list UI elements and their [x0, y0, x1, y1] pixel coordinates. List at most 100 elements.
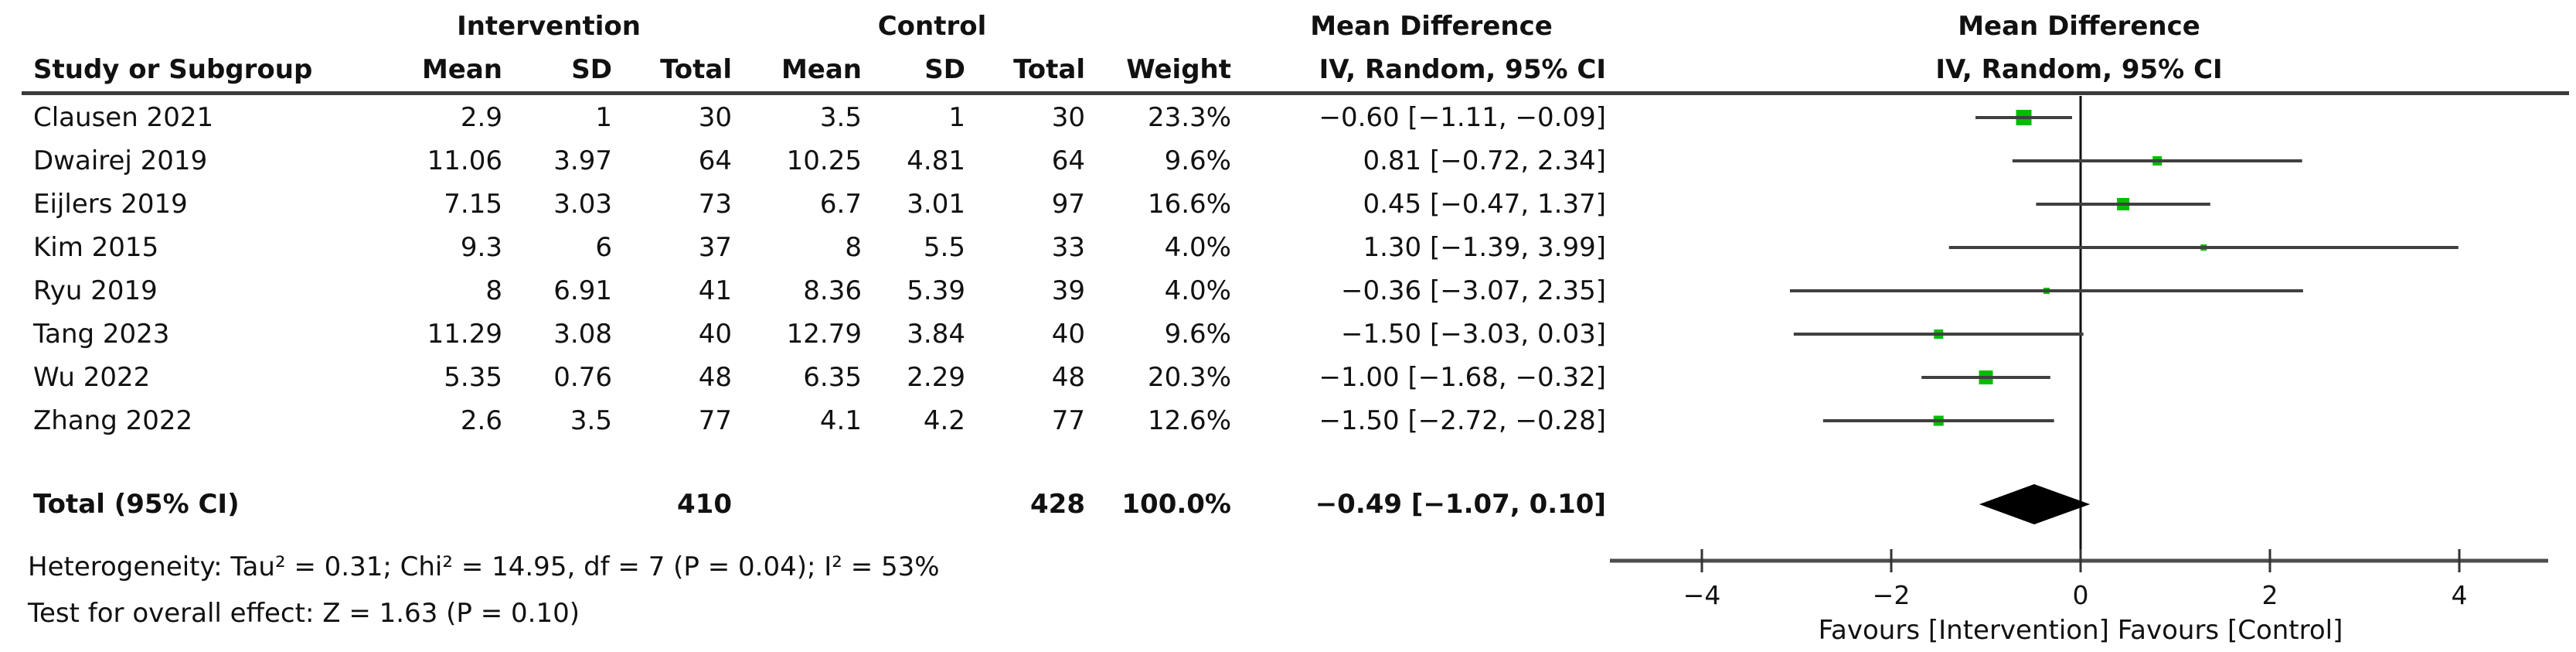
weight-value: 9.6% [1164, 319, 1231, 350]
control-total-value: 77 [1051, 405, 1085, 436]
control-total-value: 40 [1051, 319, 1085, 350]
group-header-control: Control [877, 11, 987, 42]
control-mean-value: 4.1 [819, 405, 862, 436]
intervention-sd-value: 6 [595, 232, 612, 263]
intervention-total-value: 30 [698, 102, 732, 133]
control-sd-value: 3.01 [907, 189, 965, 220]
intervention-total-value: 77 [698, 405, 732, 436]
intervention-sd-value: 3.5 [570, 405, 612, 436]
control-sd-value: 5.5 [923, 232, 965, 263]
intervention-mean-value: 8 [485, 275, 502, 306]
weight-value: 12.6% [1147, 405, 1231, 436]
column-header-intervention-sd: SD [571, 54, 612, 85]
intervention-mean-value: 2.9 [460, 102, 502, 133]
axis-tick-label: −4 [1683, 580, 1721, 610]
study-name: Dwairej 2019 [33, 145, 208, 176]
intervention-sd-value: 0.76 [553, 362, 612, 393]
study-name: Eijlers 2019 [33, 189, 188, 220]
overall-effect-test: Test for overall effect: Z = 1.63 (P = 0… [28, 598, 580, 629]
intervention-total-value: 40 [698, 319, 732, 350]
control-sd-value: 4.81 [907, 145, 965, 176]
plot-header-mean-difference: Mean Difference [1958, 11, 2200, 42]
control-sd-value: 2.29 [907, 362, 965, 393]
favours-axis-label: Favours [Intervention] Favours [Control] [1818, 615, 2343, 646]
intervention-total-value: 48 [698, 362, 732, 393]
intervention-mean-value: 2.6 [460, 405, 502, 436]
total-diamond [1979, 484, 2091, 524]
mean-difference-ci-value: 1.30 [−1.39, 3.99] [1363, 232, 1606, 263]
mean-difference-ci-value: −0.36 [−3.07, 2.35] [1340, 275, 1606, 306]
control-total-value: 39 [1051, 275, 1085, 306]
control-sd-value: 4.2 [923, 405, 965, 436]
control-mean-value: 10.25 [786, 145, 862, 176]
total-label: Total (95% CI) [33, 489, 240, 520]
mean-difference-ci-value: −1.50 [−2.72, −0.28] [1319, 405, 1606, 436]
plot-header-ci-method: IV, Random, 95% CI [1935, 54, 2223, 85]
control-mean-value: 6.35 [803, 362, 862, 393]
control-mean-value: 3.5 [819, 102, 862, 133]
control-total-value: 30 [1051, 102, 1085, 133]
control-total-value: 97 [1051, 189, 1085, 220]
study-name: Zhang 2022 [33, 405, 193, 436]
control-mean-value: 8 [845, 232, 862, 263]
total-control-n: 428 [1030, 489, 1085, 520]
header-divider-line [22, 91, 2569, 95]
weight-value: 20.3% [1147, 362, 1231, 393]
study-name: Clausen 2021 [33, 102, 214, 133]
column-header-control-total: Total [1013, 54, 1085, 85]
study-name: Ryu 2019 [33, 275, 158, 306]
study-name: Kim 2015 [33, 232, 159, 263]
group-header-intervention: Intervention [457, 11, 641, 42]
mean-difference-ci-value: 0.81 [−0.72, 2.34] [1363, 145, 1606, 176]
axis-tick-label: 0 [2072, 580, 2089, 610]
study-name: Tang 2023 [33, 319, 170, 350]
control-sd-value: 3.84 [907, 319, 965, 350]
control-total-value: 64 [1051, 145, 1085, 176]
intervention-sd-value: 3.97 [553, 145, 612, 176]
intervention-total-value: 41 [698, 275, 732, 306]
column-header-intervention-total: Total [660, 54, 732, 85]
control-mean-value: 6.7 [819, 189, 862, 220]
weight-value: 4.0% [1164, 232, 1231, 263]
intervention-mean-value: 11.06 [427, 145, 502, 176]
control-mean-value: 12.79 [786, 319, 862, 350]
intervention-mean-value: 11.29 [427, 319, 502, 350]
total-intervention-n: 410 [677, 489, 732, 520]
weight-value: 16.6% [1147, 189, 1231, 220]
intervention-total-value: 37 [698, 232, 732, 263]
mean-difference-ci-value: −0.60 [−1.11, −0.09] [1319, 102, 1606, 133]
intervention-mean-value: 7.15 [444, 189, 502, 220]
mean-difference-ci-value: −1.50 [−3.03, 0.03] [1340, 319, 1606, 350]
total-weight: 100.0% [1121, 489, 1231, 520]
column-header-control-sd: SD [924, 54, 965, 85]
control-sd-value: 5.39 [907, 275, 965, 306]
intervention-sd-value: 3.03 [553, 189, 612, 220]
heterogeneity-stats: Heterogeneity: Tau² = 0.31; Chi² = 14.95… [28, 551, 940, 582]
axis-tick-label: −2 [1872, 580, 1911, 610]
mean-difference-ci-value: 0.45 [−0.47, 1.37] [1363, 189, 1606, 220]
intervention-mean-value: 9.3 [460, 232, 502, 263]
weight-value: 9.6% [1164, 145, 1231, 176]
intervention-total-value: 73 [698, 189, 732, 220]
mean-difference-ci-value: −1.00 [−1.68, −0.32] [1319, 362, 1606, 393]
intervention-mean-value: 5.35 [444, 362, 502, 393]
intervention-sd-value: 1 [595, 102, 612, 133]
intervention-sd-value: 6.91 [553, 275, 612, 306]
column-header-intervention-mean: Mean [421, 54, 502, 85]
column-header-control-mean: Mean [781, 54, 862, 85]
column-header-mean-difference-text: Mean Difference [1310, 11, 1553, 42]
axis-tick-label: 2 [2261, 580, 2278, 610]
total-mean-difference-ci: −0.49 [−1.07, 0.10] [1315, 489, 1606, 520]
control-total-value: 33 [1051, 232, 1085, 263]
intervention-total-value: 64 [698, 145, 732, 176]
control-sd-value: 1 [948, 102, 965, 133]
intervention-sd-value: 3.08 [553, 319, 612, 350]
column-header-weight: Weight [1126, 54, 1231, 85]
study-name: Wu 2022 [33, 362, 151, 393]
weight-value: 4.0% [1164, 275, 1231, 306]
column-header-study: Study or Subgroup [33, 54, 313, 85]
control-mean-value: 8.36 [803, 275, 862, 306]
control-total-value: 48 [1051, 362, 1085, 393]
weight-value: 23.3% [1147, 102, 1231, 133]
